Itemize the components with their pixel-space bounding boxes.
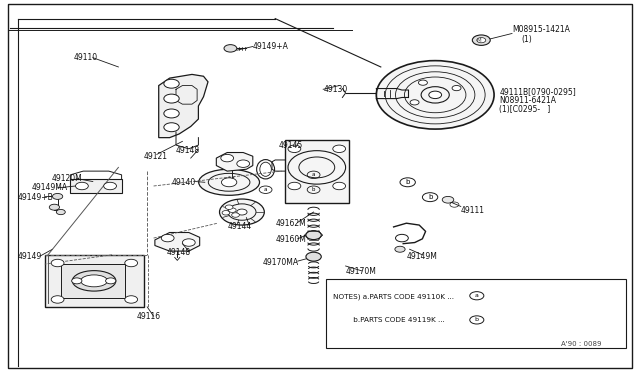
Bar: [61, 264, 125, 298]
Polygon shape: [159, 74, 208, 138]
Text: 49149+A: 49149+A: [253, 42, 289, 51]
Circle shape: [410, 100, 419, 105]
Circle shape: [306, 252, 321, 261]
Text: 49162M: 49162M: [275, 219, 306, 228]
Circle shape: [395, 246, 405, 252]
Text: 49170M: 49170M: [346, 267, 376, 276]
Text: 49130: 49130: [323, 85, 348, 94]
Circle shape: [419, 80, 428, 85]
Circle shape: [376, 61, 494, 129]
Circle shape: [222, 211, 230, 215]
Ellipse shape: [81, 275, 108, 287]
Circle shape: [164, 79, 179, 88]
Circle shape: [104, 182, 116, 190]
Bar: [70, 179, 122, 193]
Text: a: a: [475, 293, 479, 298]
Text: b.PARTS CODE 49119K ...: b.PARTS CODE 49119K ...: [333, 317, 445, 323]
Text: M08915-1421A: M08915-1421A: [512, 25, 570, 34]
Circle shape: [51, 259, 64, 267]
Text: NOTES) a.PARTS CODE 49110K ...: NOTES) a.PARTS CODE 49110K ...: [333, 294, 454, 300]
Text: 49170MA: 49170MA: [262, 258, 298, 267]
Text: a: a: [312, 172, 316, 177]
Bar: [285, 140, 349, 203]
Text: 49145: 49145: [278, 141, 303, 150]
Circle shape: [472, 35, 490, 45]
Circle shape: [161, 234, 174, 242]
Text: 49140: 49140: [172, 178, 196, 187]
Text: 49116: 49116: [136, 312, 161, 321]
Circle shape: [164, 94, 179, 103]
Circle shape: [164, 123, 179, 132]
Circle shape: [72, 278, 82, 284]
Circle shape: [306, 231, 321, 240]
Circle shape: [288, 145, 301, 153]
Circle shape: [125, 296, 138, 303]
Text: A'90 : 0089: A'90 : 0089: [561, 341, 602, 347]
Polygon shape: [216, 153, 253, 171]
Text: 49121: 49121: [144, 152, 168, 161]
Text: 49111: 49111: [461, 206, 485, 215]
Text: 49149MA: 49149MA: [32, 183, 68, 192]
Text: (1)[C0295-   ]: (1)[C0295- ]: [499, 105, 550, 114]
Circle shape: [333, 145, 346, 153]
Ellipse shape: [198, 169, 260, 195]
Circle shape: [429, 91, 442, 99]
Circle shape: [237, 209, 247, 215]
Circle shape: [225, 205, 233, 209]
Text: b: b: [312, 187, 316, 192]
Circle shape: [477, 38, 486, 43]
Circle shape: [51, 296, 64, 303]
Text: 49160M: 49160M: [275, 235, 306, 244]
Polygon shape: [155, 232, 200, 251]
Circle shape: [333, 182, 346, 190]
Text: 49149M: 49149M: [406, 252, 437, 261]
Circle shape: [49, 204, 60, 210]
Text: 49149+B: 49149+B: [18, 193, 54, 202]
Bar: [326, 279, 626, 348]
Text: 49110: 49110: [74, 53, 98, 62]
Text: b: b: [475, 317, 479, 323]
Text: 49148: 49148: [166, 248, 191, 257]
Text: 49120M: 49120M: [51, 174, 82, 183]
Circle shape: [221, 178, 237, 187]
Text: a: a: [264, 187, 268, 192]
Circle shape: [220, 199, 264, 225]
Text: N08911-6421A: N08911-6421A: [499, 96, 556, 105]
Circle shape: [237, 160, 250, 167]
Circle shape: [182, 239, 195, 246]
Text: b: b: [428, 194, 432, 200]
Circle shape: [56, 209, 65, 215]
Text: 49148: 49148: [176, 146, 200, 155]
Circle shape: [125, 259, 138, 267]
Circle shape: [232, 213, 239, 217]
Circle shape: [288, 182, 301, 190]
Circle shape: [52, 193, 63, 199]
Text: (1): (1): [522, 35, 532, 44]
Circle shape: [224, 45, 237, 52]
Circle shape: [106, 278, 116, 284]
Text: M: M: [476, 38, 481, 43]
Text: 49149: 49149: [18, 252, 42, 261]
Circle shape: [221, 154, 234, 162]
Text: 49144: 49144: [227, 222, 252, 231]
Bar: [45, 255, 144, 307]
Ellipse shape: [72, 271, 116, 291]
Text: 49111B[0790-0295]: 49111B[0790-0295]: [499, 87, 576, 96]
Circle shape: [396, 234, 408, 242]
Circle shape: [76, 182, 88, 190]
Text: b: b: [406, 179, 410, 185]
Circle shape: [164, 109, 179, 118]
Circle shape: [452, 86, 461, 91]
Circle shape: [228, 208, 236, 212]
Circle shape: [442, 196, 454, 203]
